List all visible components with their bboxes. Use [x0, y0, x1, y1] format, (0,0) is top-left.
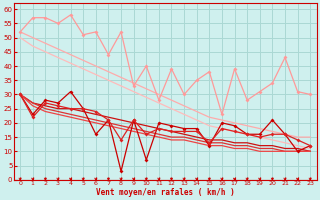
X-axis label: Vent moyen/en rafales ( km/h ): Vent moyen/en rafales ( km/h ) — [96, 188, 235, 197]
